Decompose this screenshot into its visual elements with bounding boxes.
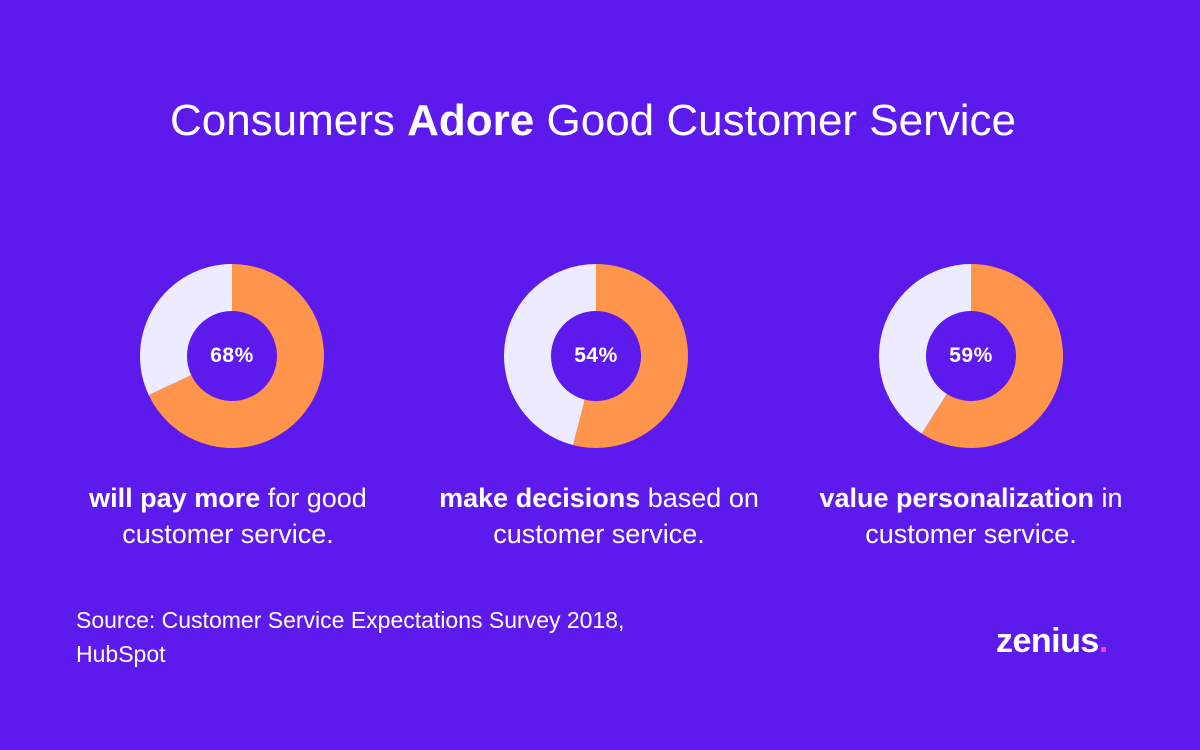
donut-3-value-segment	[921, 264, 1063, 448]
donut-svg-2	[503, 264, 688, 448]
zenius-logo: zenius.	[996, 622, 1108, 661]
donut-chart-1: 68%	[139, 264, 324, 448]
caption-1-bold: will pay more	[89, 483, 261, 513]
logo-text: zenius	[996, 622, 1099, 660]
source-note: Source: Customer Service Expectations Su…	[76, 607, 625, 667]
donut-3-percent-label: 59%	[949, 344, 993, 367]
caption-2: make decisions based on customer service…	[409, 480, 789, 552]
donut-chart-2: 54%	[503, 264, 688, 448]
page-title: Consumers Adore Good Customer Service	[0, 92, 1186, 150]
title-part-1: Consumers	[169, 96, 408, 145]
caption-1-rest: for good customer service.	[122, 483, 367, 549]
donut-2-remainder-segment	[503, 264, 596, 446]
caption-3: value personalization in customer servic…	[781, 480, 1161, 552]
logo-dot: .	[1098, 622, 1108, 660]
donut-1-value-segment	[148, 264, 324, 448]
donut-1-remainder-segment	[139, 264, 232, 396]
donut-2-value-segment	[573, 264, 688, 448]
donut-svg-3	[879, 264, 1063, 448]
donut-3-remainder-segment	[879, 264, 971, 434]
donut-2-percent-label: 54%	[574, 344, 618, 367]
caption-3-rest: in customer service.	[865, 483, 1123, 549]
title-part-2: Good Customer Service	[534, 96, 1017, 145]
caption-2-rest: based on customer service.	[493, 483, 759, 549]
caption-1: will pay more for good customer service.	[38, 480, 418, 552]
donut-chart-3: 59%	[879, 264, 1063, 448]
title-bold: Adore	[407, 96, 535, 145]
donut-1-percent-label: 68%	[210, 344, 254, 367]
caption-3-bold: value personalization	[819, 483, 1095, 513]
caption-2-bold: make decisions	[439, 483, 641, 513]
donut-svg-1	[139, 264, 324, 448]
